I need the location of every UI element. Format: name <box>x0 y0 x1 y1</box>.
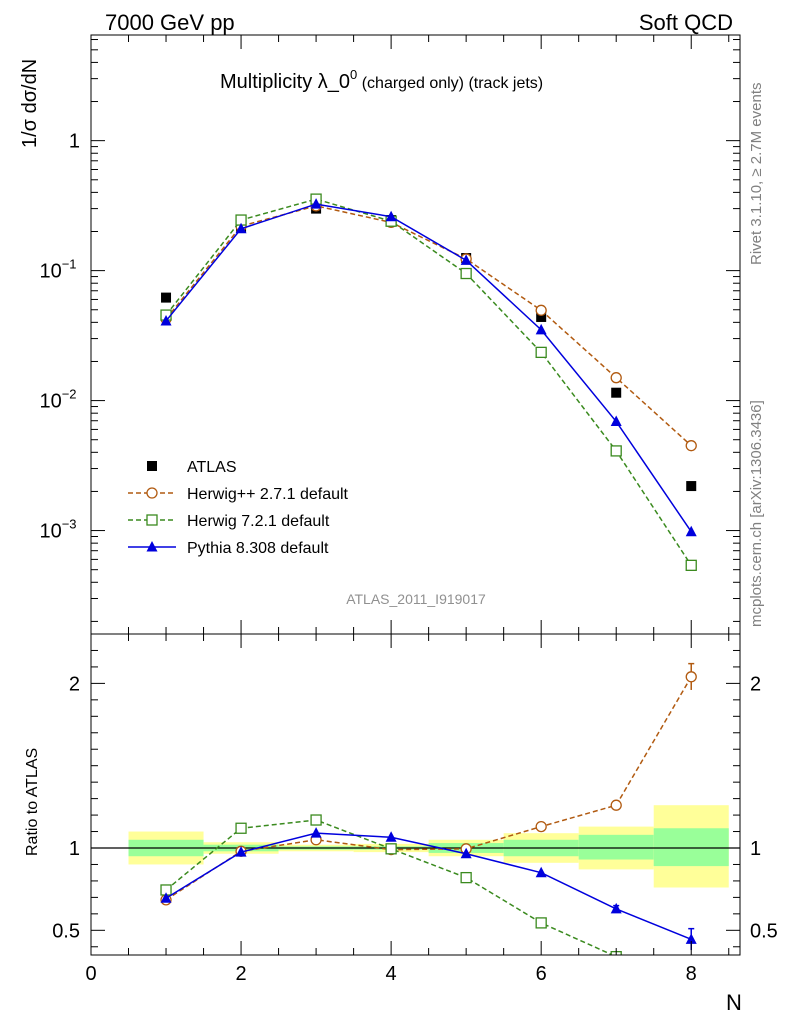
series-line-pythia-8-308-default <box>165 203 692 533</box>
ratio-uncertainty-bands <box>91 805 740 888</box>
point-herwig-7-2-1-default-8 <box>685 559 697 571</box>
ratio-point-pythia-8-308-default-7 <box>610 902 622 914</box>
ratio-point-herwig-7-2-1-default-2 <box>235 822 247 834</box>
ratio-point-herwig-7-2-1-default-5 <box>460 871 472 884</box>
ratio-point-pythia-8-308-default-6 <box>535 866 547 878</box>
ratio-line-pythia-8-308-default <box>165 832 692 941</box>
ratio-frame <box>90 633 741 956</box>
point-atlas-1 <box>161 292 172 303</box>
ratio-y-axis-label: Ratio to ATLAS <box>24 748 41 856</box>
ratio-point-herwig-7-2-1-default-3 <box>310 814 322 826</box>
chart-title: Multiplicity λ_00 (charged only) (track … <box>220 67 543 93</box>
legend: ATLAS Herwig++ 2.7.1 default Herwig 7.2.1 … <box>128 459 349 557</box>
x-tick-label-2: 2 <box>235 963 246 985</box>
main-y-tick-label-0.01: 10−2 <box>39 387 76 413</box>
point-herwig-7-2-1-default-5 <box>460 267 472 280</box>
ratio-y-tick-label-right-1: 1 <box>750 838 761 860</box>
point-pythia-8-308-default-6 <box>535 323 547 335</box>
legend-marker-herwig-7-2-1-default <box>146 514 158 526</box>
ratio-point-herwig-7-2-1-default-6 <box>535 917 547 929</box>
point-atlas-8 <box>686 481 697 492</box>
legend-label-herwig-2-7-1-default: Herwig++ 2.7.1 default <box>187 486 349 503</box>
ratio-point-pythia-8-308-default-5 <box>460 847 472 859</box>
ratio-point-pythia-8-308-default-1 <box>160 892 172 903</box>
legend-marker-atlas <box>147 461 157 471</box>
ratio-point-pythia-8-308-default-3 <box>310 827 322 838</box>
ratio-series-layer <box>160 662 697 955</box>
x-tick-label-4: 4 <box>386 963 397 985</box>
axes-layer: 0 2 4 6 8 10−3 10−2 10−1 1 0.5 0.5 1 1 2 2 <box>39 34 778 985</box>
x-tick-label-0: 0 <box>85 963 96 985</box>
ratio-point-pythia-8-308-default-8 <box>685 933 697 944</box>
point-pythia-8-308-default-2 <box>235 222 247 234</box>
ratio-y-tick-label-left-2: 2 <box>69 673 80 695</box>
x-tick-label-6: 6 <box>536 963 547 985</box>
main-y-tick-label-0.1: 10−1 <box>39 257 76 283</box>
ratio-y-tick-label-right-2: 2 <box>750 673 761 695</box>
point-pythia-8-308-default-1 <box>160 314 172 326</box>
point-pythia-8-308-default-4 <box>385 210 397 222</box>
ratio-point-herwig-2-7-1-default-8 <box>685 671 697 683</box>
point-pythia-8-308-default-5 <box>460 254 472 265</box>
legend-label-pythia-8-308-default: Pythia 8.308 default <box>187 540 329 557</box>
rivet-version-label: Rivet 3.1.10, ≥ 2.7M events <box>748 83 765 266</box>
header-right-label: Soft QCD <box>639 10 733 35</box>
ratio-point-pythia-8-308-default-2 <box>235 846 247 857</box>
ratio-y-tick-label-right-0.5: 0.5 <box>750 920 778 942</box>
ratio-point-herwig-2-7-1-default-7 <box>610 799 622 811</box>
point-herwig-2-7-1-default-6 <box>535 304 547 316</box>
ratio-y-tick-label-left-0.5: 0.5 <box>52 920 80 942</box>
legend-label-herwig-7-2-1-default: Herwig 7.2.1 default <box>187 513 330 530</box>
ratio-point-herwig-2-7-1-default-6 <box>535 820 547 833</box>
main-y-tick-label-0.001: 10−3 <box>39 517 76 543</box>
point-herwig-7-2-1-default-7 <box>610 445 622 457</box>
source-label: mcplots.cern.ch [arXiv:1306.3436] <box>748 400 765 627</box>
series-line-herwig-2-7-1-default <box>165 205 692 447</box>
main-y-tick-label-1: 1 <box>69 131 80 153</box>
chart-title-main: Multiplicity λ_0 <box>220 71 350 93</box>
point-pythia-8-308-default-8 <box>685 525 697 537</box>
chart-title-sup: 0 <box>350 67 357 82</box>
x-tick-label-8: 8 <box>686 963 697 985</box>
main-series-layer <box>160 193 697 571</box>
ratio-line-herwig-2-7-1-default <box>165 676 692 901</box>
ratio-line-herwig-7-2-1-default <box>165 819 615 955</box>
ratio-point-herwig-7-2-1-default-4 <box>385 843 397 855</box>
point-atlas-7 <box>611 387 622 398</box>
point-herwig-2-7-1-default-8 <box>685 440 697 452</box>
point-herwig-2-7-1-default-7 <box>610 372 622 384</box>
header-left-label: 7000 GeV pp <box>105 10 235 35</box>
legend-label-atlas: ATLAS <box>187 459 237 476</box>
point-pythia-8-308-default-3 <box>310 198 322 209</box>
series-line-herwig-7-2-1-default <box>165 198 692 566</box>
legend-marker-pythia-8-308-default <box>146 541 158 552</box>
x-axis-label: N <box>726 990 742 1015</box>
main-y-axis-label: 1/σ dσ/dN <box>19 59 41 148</box>
point-atlas-6 <box>536 311 547 322</box>
analysis-watermark: ATLAS_2011_I919017 <box>346 591 486 607</box>
chart-title-suffix: (charged only) (track jets) <box>357 75 543 92</box>
ratio-stat-band-8 <box>653 828 729 867</box>
ratio-point-pythia-8-308-default-4 <box>385 831 397 842</box>
point-herwig-7-2-1-default-6 <box>535 346 547 359</box>
ratio-stat-band-7 <box>578 834 654 860</box>
point-pythia-8-308-default-7 <box>610 415 622 427</box>
ratio-y-tick-label-left-1: 1 <box>69 838 80 860</box>
legend-marker-herwig-2-7-1-default <box>146 487 158 499</box>
